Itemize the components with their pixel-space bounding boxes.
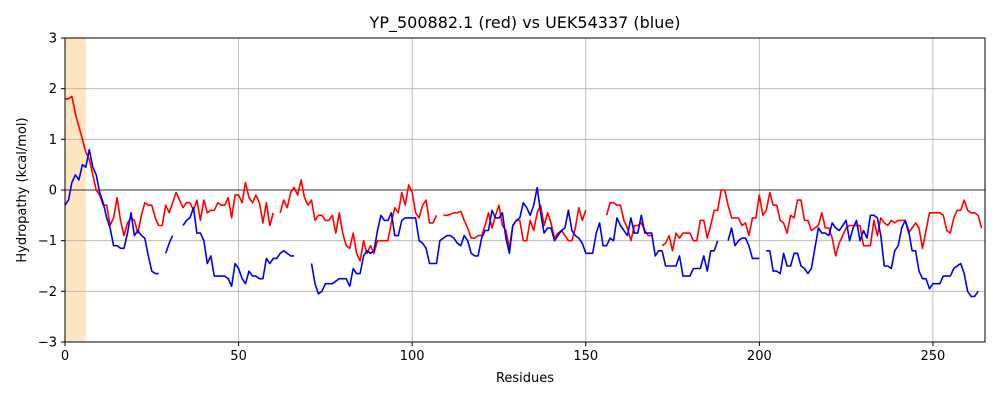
y-tick-label: 3	[49, 32, 57, 47]
y-tick-label: 1	[49, 133, 57, 148]
y-tick-label: 0	[49, 184, 57, 199]
x-tick-label: 250	[921, 349, 946, 364]
y-tick-label: −1	[38, 234, 57, 249]
chart-title: YP_500882.1 (red) vs UEK54337 (blue)	[369, 13, 681, 33]
series-line-blue	[64, 148, 979, 298]
y-tick-label: −2	[38, 285, 57, 300]
series-lines	[64, 95, 983, 298]
y-tick-label: 2	[49, 82, 57, 97]
x-tick-label: 150	[573, 349, 598, 364]
x-axis-label: Residues	[496, 371, 554, 386]
y-tick-label: −3	[38, 336, 57, 351]
x-tick-label: 50	[230, 349, 247, 364]
x-tick-label: 100	[400, 349, 425, 364]
ticks: 0 50 100 150 200 250 3 2 1 0 −1 −2 −3	[38, 32, 946, 365]
y-axis-label: Hydropathy (kcal/mol)	[15, 117, 30, 262]
x-tick-label: 0	[61, 349, 69, 364]
x-tick-label: 200	[747, 349, 772, 364]
